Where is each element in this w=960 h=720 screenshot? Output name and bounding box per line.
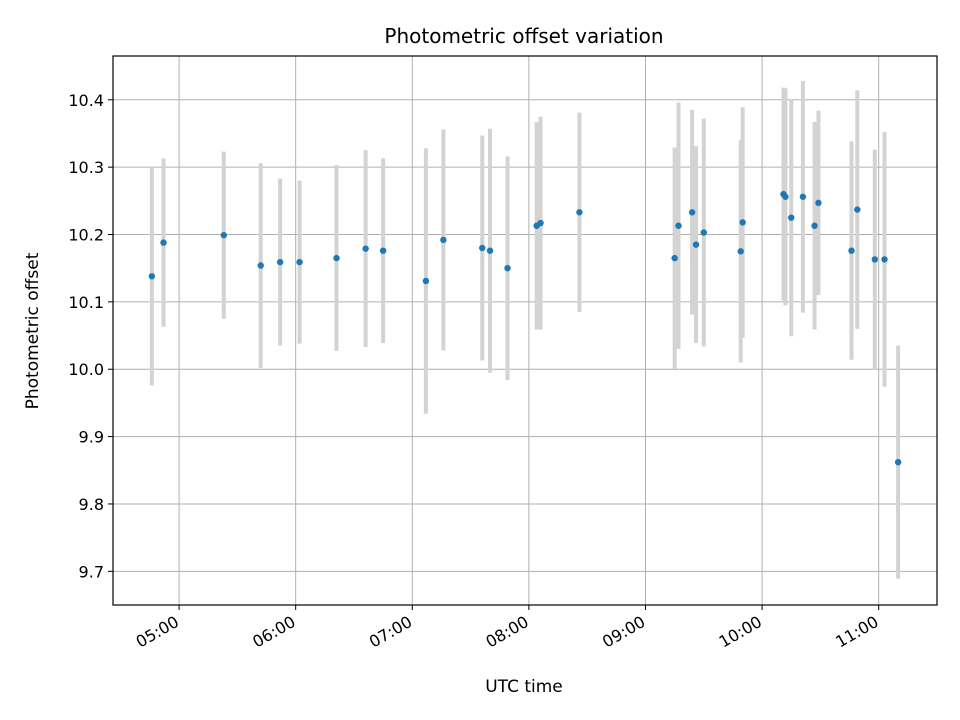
data-point (692, 241, 700, 248)
data-point (257, 262, 264, 269)
data-point (871, 256, 879, 263)
data-point (362, 245, 369, 252)
x-tick-label: 08:00 (482, 612, 531, 652)
chart-title: Photometric offset variation (384, 24, 663, 48)
data-point (788, 214, 795, 221)
y-axis-ticks: 9.7 9.8 9.9 10.0 10.1 10.2 10.3 10.4 (68, 91, 113, 581)
y-axis-label: Photometric offset (23, 252, 43, 409)
y-tick-label: 10.2 (68, 226, 104, 245)
data-point (160, 239, 167, 246)
data-point (671, 254, 678, 262)
data-point (737, 248, 744, 255)
y-tick-label: 10.4 (68, 91, 104, 110)
data-point (576, 209, 583, 216)
data-point (148, 273, 156, 280)
data-point (486, 247, 494, 254)
data-point (848, 247, 855, 254)
x-tick-label: 06:00 (249, 612, 298, 652)
data-point (440, 236, 447, 244)
plot-frame (112, 55, 938, 606)
x-tick-label: 11:00 (832, 612, 881, 652)
x-tick-label: 10:00 (716, 612, 765, 652)
data-point (220, 231, 227, 239)
x-tick-label: 05:00 (133, 612, 182, 652)
data-point (739, 219, 746, 226)
data-point (799, 193, 807, 200)
data-point (379, 247, 387, 254)
data-point (422, 277, 430, 285)
y-tick-label: 10.1 (68, 293, 104, 312)
y-tick-label: 10.0 (68, 360, 104, 379)
data-point (894, 458, 902, 466)
y-tick-label: 9.7 (79, 562, 104, 581)
data-point (815, 199, 822, 207)
data-point (811, 222, 818, 229)
data-point (479, 244, 486, 252)
grid-layer (113, 56, 937, 605)
y-tick-label: 10.3 (68, 158, 104, 177)
data-point (333, 254, 340, 262)
x-axis-ticks: 05:00 06:00 07:00 08:00 09:00 10:00 11:00 (133, 605, 882, 652)
data-point (700, 229, 707, 236)
data-point (296, 258, 303, 266)
x-tick-label: 07:00 (366, 612, 415, 652)
y-tick-label: 9.8 (79, 495, 104, 514)
data-point (537, 219, 544, 227)
data-point (688, 209, 696, 216)
y-tick-label: 9.9 (79, 428, 104, 447)
data-point (276, 258, 284, 266)
data-point (881, 256, 888, 263)
x-tick-label: 09:00 (599, 612, 648, 652)
data-point (782, 193, 789, 200)
data-point (504, 264, 511, 272)
point-layer (148, 190, 902, 466)
data-point (854, 206, 861, 213)
x-axis-label: UTC time (485, 677, 563, 697)
data-point (675, 222, 682, 229)
